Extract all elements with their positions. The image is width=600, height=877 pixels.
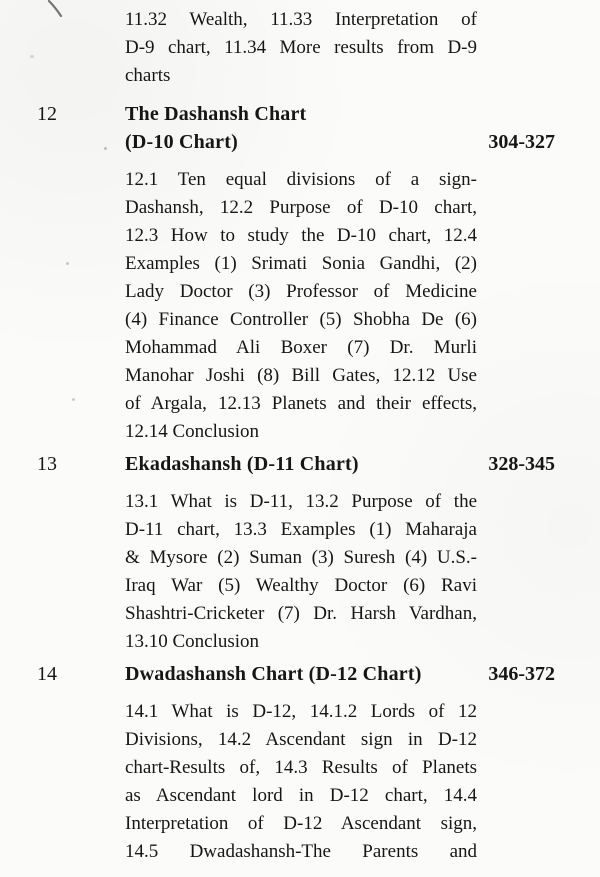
toc-section-chapter-13: 13 Ekadashansh (D-11 Chart) 328-345 13.1… [0, 450, 600, 656]
toc-body-line: 14.1 What is D-12, 14.1.2 Lords of 12 [125, 701, 477, 722]
toc-body-line: 14.5 Dwadashansh-The Parents and [125, 841, 477, 862]
toc-body-line: Divisions, 14.2 Ascendant sign in D-12 [125, 729, 477, 750]
chapter-number: 12 [37, 103, 57, 125]
toc-body-line: 12.3 How to study the D-10 chart, 12.4 [125, 225, 477, 246]
stray-pen-mark-icon [47, 0, 63, 18]
toc-body-line: 12.1 Ten equal divisions of a sign- [125, 169, 477, 190]
toc-body-line: (4) Finance Controller (5) Shobha De (6) [125, 309, 477, 330]
toc-body-line: Dashansh, 12.2 Purpose of D-10 chart, [125, 197, 477, 218]
toc-body-line: chart-Results of, 14.3 Results of Planet… [125, 757, 477, 778]
chapter-title: Ekadashansh (D-11 Chart) [125, 453, 359, 475]
chapter-title-line-2: (D-10 Chart) [125, 131, 238, 153]
toc-body-line: 12.14 Conclusion [125, 421, 260, 442]
toc-body-line: Shashtri-Cricketer (7) Dr. Harsh Vardhan… [125, 603, 477, 624]
toc-entry-chapter-11-continuation: 11.32 Wealth, 11.33 Interpretation of D-… [125, 6, 477, 90]
page-range: 328-345 [488, 453, 555, 475]
toc-body-line: D-11 chart, 13.3 Examples (1) Maharaja [125, 519, 477, 540]
chapter-title: The Dashansh Chart [125, 103, 307, 125]
chapter-number: 13 [37, 453, 57, 475]
chapter-number: 14 [37, 663, 57, 685]
toc-body-line: as Ascendant lord in D-12 chart, 14.4 [125, 785, 477, 806]
scan-speck [104, 147, 107, 150]
chapter-title: Dwadashansh Chart (D-12 Chart) [125, 663, 422, 685]
toc-body-line: & Mysore (2) Suman (3) Suresh (4) U.S.- [125, 547, 477, 568]
page-range: 346-372 [488, 663, 555, 685]
toc-body-line: Lady Doctor (3) Professor of Medicine [125, 281, 477, 302]
toc-body-line: Interpretation of D-12 Ascendant sign, [125, 813, 477, 834]
toc-body-line: 13.1 What is D-11, 13.2 Purpose of the [125, 491, 477, 512]
toc-body-line: Manohar Joshi (8) Bill Gates, 12.12 Use [125, 365, 477, 386]
scan-speck [30, 55, 34, 58]
scan-speck [66, 262, 69, 265]
chapter-subtopics: 12.1 Ten equal divisions of a sign- Dash… [125, 166, 477, 446]
toc-body-line: D-9 chart, 11.34 More results from D-9 [125, 37, 477, 58]
toc-body-line: Iraq War (5) Wealthy Doctor (6) Ravi [125, 575, 477, 596]
toc-section-chapter-14: 14 Dwadashansh Chart (D-12 Chart) 346-37… [0, 660, 600, 866]
scan-speck [72, 398, 75, 401]
toc-section-chapter-12: 12 The Dashansh Chart (D-10 Chart) 304-3… [0, 100, 600, 446]
toc-body-line: 13.10 Conclusion [125, 631, 260, 652]
toc-body-line: of Argala, 12.13 Planets and their effec… [125, 393, 477, 414]
toc-body-line: Mohammad Ali Boxer (7) Dr. Murli [125, 337, 477, 358]
toc-body-line: 11.32 Wealth, 11.33 Interpretation of [125, 9, 477, 30]
chapter-subtopics: 13.1 What is D-11, 13.2 Purpose of the D… [125, 488, 477, 656]
toc-body-line: charts [125, 65, 171, 86]
chapter-subtopics: 14.1 What is D-12, 14.1.2 Lords of 12 Di… [125, 698, 477, 866]
toc-body-line: Examples (1) Srimati Sonia Gandhi, (2) [125, 253, 477, 274]
page-range: 304-327 [488, 131, 555, 153]
